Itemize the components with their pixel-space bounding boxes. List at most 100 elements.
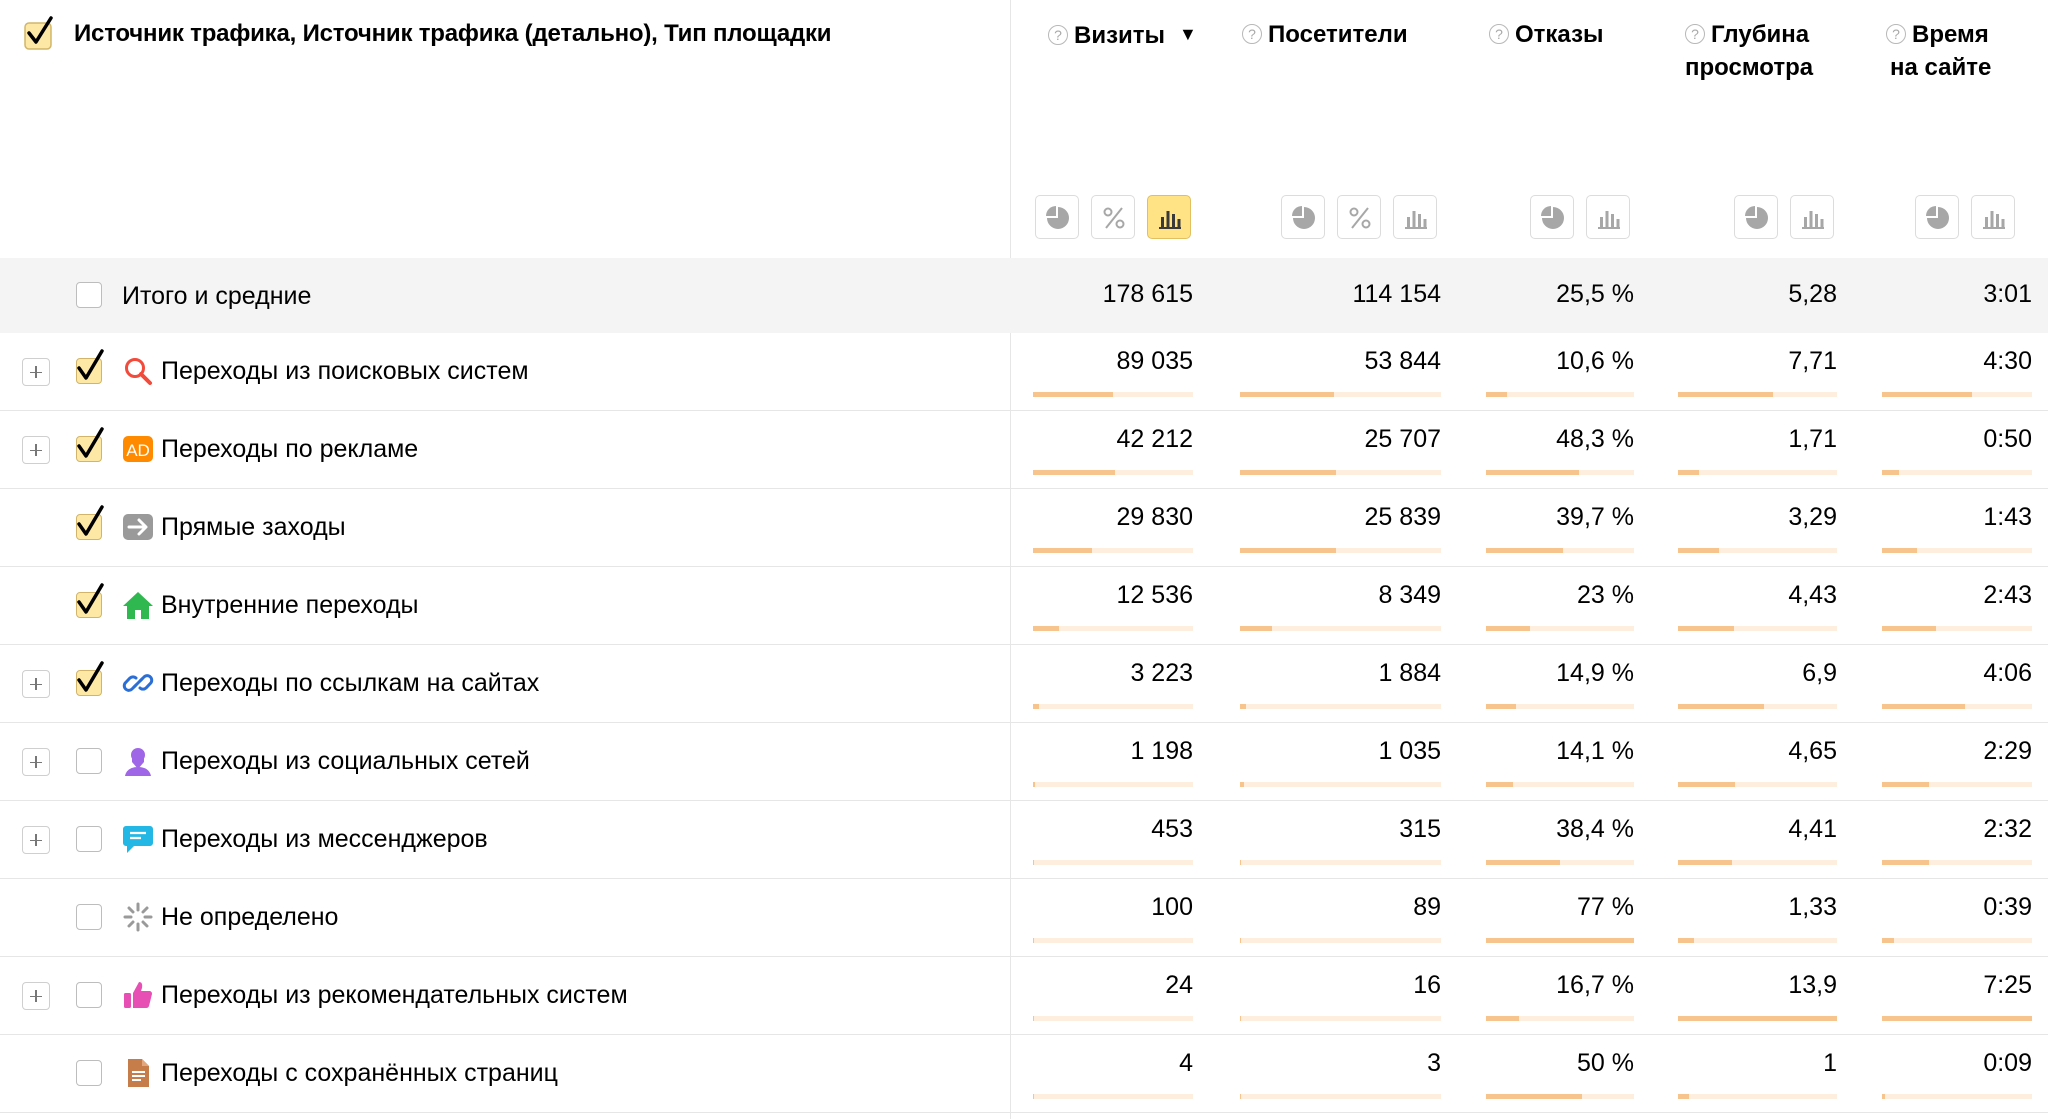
column-header-depth[interactable]: ? Глубина просмотра xyxy=(1685,18,1813,84)
cell-depth: 13,9 xyxy=(1788,971,1837,999)
sort-desc-icon[interactable]: ▼ xyxy=(1179,24,1197,44)
depth-pie-chart-view-button[interactable] xyxy=(1734,195,1778,239)
row-label[interactable]: Переходы с сохранённых страниц xyxy=(161,1059,558,1087)
column-header-visitors[interactable]: ? Посетители xyxy=(1242,18,1408,51)
row-label[interactable]: Переходы из социальных сетей xyxy=(161,747,530,775)
time-pie-chart-view-button[interactable] xyxy=(1915,195,1959,239)
cell-depth: 4,65 xyxy=(1788,737,1837,765)
column-header-visits[interactable]: ? Визиты ▼ xyxy=(1048,18,1197,52)
row-checkbox[interactable] xyxy=(76,661,104,696)
totals-checkbox[interactable] xyxy=(76,282,102,308)
row-label[interactable]: Переходы из мессенджеров xyxy=(161,825,488,853)
row-label[interactable]: Переходы из поисковых систем xyxy=(161,357,529,385)
visits-share-bar xyxy=(1033,470,1193,475)
cell-visitors: 16 xyxy=(1413,971,1441,999)
row-checkbox[interactable] xyxy=(76,427,104,462)
visitors-share-bar xyxy=(1240,626,1441,631)
time-share-bar xyxy=(1882,1094,2032,1099)
table-row[interactable]: Переходы по ссылкам на сайтах 3 223 1 884 1… xyxy=(0,645,2048,723)
row-checkbox[interactable] xyxy=(76,748,102,774)
table-row[interactable]: AD Переходы по рекламе 42 212 25 707 48,3 % 1… xyxy=(0,411,2048,489)
cell-visitors: 25 707 xyxy=(1364,425,1441,453)
table-row[interactable]: Внутренние переходы 12 536 8 349 23 % 4,43 2:… xyxy=(0,567,2048,645)
undefined-spinner-icon xyxy=(122,901,154,933)
totals-label: Итого и средние xyxy=(122,282,312,310)
row-label[interactable]: Прямые заходы xyxy=(161,513,346,541)
svg-text:AD: AD xyxy=(126,441,150,460)
row-label[interactable]: Переходы по рекламе xyxy=(161,435,419,463)
visitors-share-bar xyxy=(1240,704,1441,709)
visitors-bar-chart-view-button[interactable] xyxy=(1393,195,1437,239)
table-row[interactable]: Переходы из мессенджеров 453 315 38,4 % 4,41… xyxy=(0,801,2048,879)
bounces-pie-chart-view-button[interactable] xyxy=(1530,195,1574,239)
help-icon[interactable]: ? xyxy=(1242,24,1262,44)
column-header-bounces[interactable]: ? Отказы xyxy=(1489,18,1604,51)
cell-bounces: 10,6 % xyxy=(1556,347,1634,375)
time-bar-chart-view-button[interactable] xyxy=(1971,195,2015,239)
visitors-percent-view-button[interactable] xyxy=(1337,195,1381,239)
column-divider xyxy=(1010,0,1011,1119)
row-checkbox[interactable] xyxy=(76,904,102,930)
column-title-depth-line2: просмотра xyxy=(1685,54,1814,81)
expand-button[interactable] xyxy=(22,748,50,776)
bounces-bar-chart-view-button[interactable] xyxy=(1586,195,1630,239)
help-icon[interactable]: ? xyxy=(1886,24,1906,44)
totals-time: 3:01 xyxy=(1983,280,2032,308)
table-row[interactable]: Переходы из рекомендательных систем 24 16 1… xyxy=(0,957,2048,1035)
help-icon[interactable]: ? xyxy=(1048,25,1068,45)
table-row[interactable]: Переходы из поисковых систем 89 035 53 844… xyxy=(0,333,2048,411)
expand-button[interactable] xyxy=(22,826,50,854)
row-label[interactable]: Переходы из рекомендательных систем xyxy=(161,981,628,1009)
pie-chart-icon xyxy=(1292,206,1315,229)
row-checkbox[interactable] xyxy=(76,505,104,540)
row-checkbox[interactable] xyxy=(76,1060,102,1086)
totals-visits: 178 615 xyxy=(1102,280,1193,308)
row-label[interactable]: Переходы по ссылкам на сайтах xyxy=(161,669,540,697)
visits-share-bar xyxy=(1033,938,1193,943)
cell-depth: 1 xyxy=(1823,1049,1837,1077)
row-checkbox[interactable] xyxy=(76,583,104,618)
help-icon[interactable]: ? xyxy=(1685,24,1705,44)
expand-button[interactable] xyxy=(22,670,50,698)
column-header-time[interactable]: ? Время на сайте xyxy=(1886,18,1991,84)
row-checkbox[interactable] xyxy=(76,982,102,1008)
expand-button[interactable] xyxy=(22,436,50,464)
direct-arrow-icon xyxy=(122,511,154,543)
table-row[interactable]: Не определено 100 89 77 % 1,33 0:39 xyxy=(0,879,2048,957)
cell-bounces: 48,3 % xyxy=(1556,425,1634,453)
time-share-bar xyxy=(1882,1016,2032,1021)
visits-share-bar xyxy=(1033,1094,1193,1099)
depth-share-bar xyxy=(1678,626,1837,631)
expand-button[interactable] xyxy=(22,358,50,386)
time-share-bar xyxy=(1882,548,2032,553)
table-row[interactable]: Переходы с сохранённых страниц 4 3 50 % 1 0:0… xyxy=(0,1035,2048,1113)
row-checkbox[interactable] xyxy=(76,826,102,852)
depth-bar-chart-view-button[interactable] xyxy=(1790,195,1834,239)
dimension-title[interactable]: Источник трафика, Источник трафика (дета… xyxy=(74,20,832,47)
time-share-bar xyxy=(1882,470,2032,475)
table-row[interactable]: Переходы из социальных сетей 1 198 1 035 14… xyxy=(0,723,2048,801)
time-share-bar xyxy=(1882,626,2032,631)
help-icon[interactable]: ? xyxy=(1489,24,1509,44)
cell-depth: 1,71 xyxy=(1788,425,1837,453)
row-checkbox[interactable] xyxy=(76,349,104,384)
visits-percent-view-button[interactable] xyxy=(1091,195,1135,239)
select-all-checkbox[interactable] xyxy=(24,16,58,55)
expand-button[interactable] xyxy=(22,982,50,1010)
bounces-share-bar xyxy=(1486,548,1634,553)
bar-chart-icon xyxy=(1598,211,1620,229)
messenger-icon xyxy=(122,823,154,855)
visits-bar-chart-view-button[interactable] xyxy=(1147,195,1191,239)
cell-visits: 1 198 xyxy=(1130,737,1193,765)
column-title-visits: Визиты xyxy=(1074,22,1166,49)
row-label[interactable]: Внутренние переходы xyxy=(161,591,419,619)
bar-chart-icon xyxy=(1405,211,1427,229)
visits-pie-chart-view-button[interactable] xyxy=(1035,195,1079,239)
cell-time: 4:30 xyxy=(1983,347,2032,375)
table-row[interactable]: Прямые заходы 29 830 25 839 39,7 % 3,29 1:43 xyxy=(0,489,2048,567)
visitors-pie-chart-view-button[interactable] xyxy=(1281,195,1325,239)
totals-row: Итого и средние 178 615 114 154 25,5 % 5… xyxy=(0,258,2048,333)
cell-bounces: 50 % xyxy=(1577,1049,1634,1077)
table-header: Источник трафика, Источник трафика (дета… xyxy=(0,0,2048,258)
row-label[interactable]: Не определено xyxy=(161,903,339,931)
